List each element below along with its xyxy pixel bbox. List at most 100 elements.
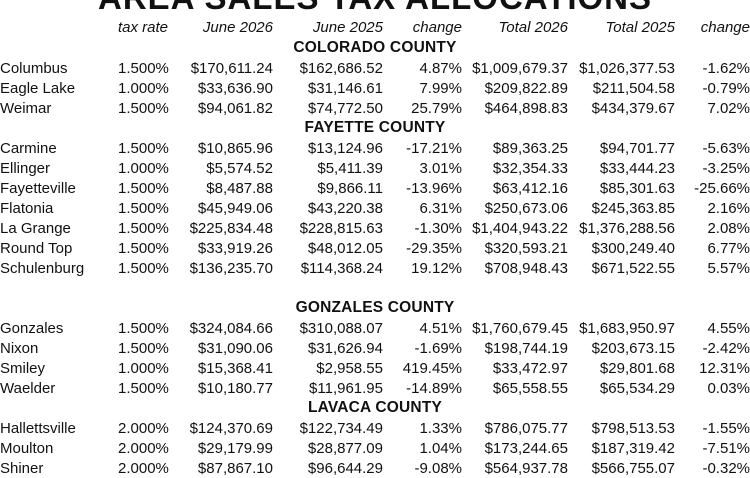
table-row: Weimar 1.500% $94,061.82 $74,772.50 25.79% $4… xyxy=(0,98,750,118)
total-2025-cell: $245,363.85 xyxy=(591,199,675,217)
table-row: Waelder 1.500% $10,180.77 $11,961.95 -14.89%… xyxy=(0,378,750,398)
june-2026-cell: $45,949.06 xyxy=(197,199,273,217)
city-cell: Weimar xyxy=(0,99,52,117)
table-row: Nixon 1.500% $31,090.06 $31,626.94 -1.69% $19… xyxy=(0,338,750,358)
total-2026-cell: $708,948.43 xyxy=(484,259,568,277)
change-total-cell: 5.57% xyxy=(707,259,750,277)
total-2025-cell: $798,513.53 xyxy=(591,419,675,437)
tax-rate-cell: 1.000% xyxy=(118,79,169,97)
tax-rate-cell: 2.000% xyxy=(118,439,169,457)
county-header-row: LAVACA COUNTY xyxy=(0,398,750,418)
city-cell: Round Top xyxy=(0,239,73,257)
change-cell: -17.21% xyxy=(406,139,462,157)
city-cell: Carmine xyxy=(0,139,57,157)
county-name: GONZALES COUNTY xyxy=(295,299,455,316)
june-2025-cell: $96,644.29 xyxy=(307,459,383,477)
total-2026-cell: $209,822.89 xyxy=(484,79,568,97)
change-cell: 19.12% xyxy=(411,259,462,277)
june-2025-cell: $162,686.52 xyxy=(299,59,383,77)
table-row: Eagle Lake 1.000% $33,636.90 $31,146.61 7.99… xyxy=(0,78,750,98)
change-cell: 25.79% xyxy=(411,99,462,117)
table-row: Columbus 1.500% $170,611.24 $162,686.52 4.87… xyxy=(0,58,750,78)
total-2025-cell: $33,444.23 xyxy=(599,159,675,177)
column-header-row: tax rate June 2026 June 2025 change Tota… xyxy=(0,16,750,38)
total-2026-cell: $1,760,679.45 xyxy=(472,319,568,337)
change-total-cell: 0.03% xyxy=(707,379,750,397)
city-cell: Gonzales xyxy=(0,319,64,337)
june-2026-cell: $10,180.77 xyxy=(197,379,273,397)
tax-rate-cell: 1.500% xyxy=(118,179,169,197)
june-2025-cell: $31,146.61 xyxy=(307,79,383,97)
tax-rate-cell: 1.000% xyxy=(118,359,169,377)
header-june-2025: June 2025 xyxy=(312,18,383,36)
tax-rate-cell: 1.500% xyxy=(118,319,169,337)
total-2025-cell: $1,376,288.56 xyxy=(579,219,675,237)
change-total-cell: -25.66% xyxy=(694,179,750,197)
tax-rate-cell: 1.500% xyxy=(118,219,169,237)
tax-rate-cell: 1.500% xyxy=(118,59,169,77)
county-name: FAYETTE COUNTY xyxy=(304,119,446,136)
june-2025-cell: $74,772.50 xyxy=(307,99,383,117)
tax-rate-cell: 1.500% xyxy=(118,139,169,157)
city-cell: La Grange xyxy=(0,219,71,237)
change-total-cell: -7.51% xyxy=(702,439,750,457)
sales-tax-table: tax rate June 2026 June 2025 change Tota… xyxy=(0,16,750,478)
change-total-cell: -1.55% xyxy=(702,419,750,437)
june-2026-cell: $225,834.48 xyxy=(189,219,273,237)
tax-rate-cell: 1.500% xyxy=(118,259,169,277)
total-2025-cell: $300,249.40 xyxy=(591,239,675,257)
change-cell: 7.99% xyxy=(419,79,462,97)
change-cell: -29.35% xyxy=(406,239,462,257)
tax-rate-cell: 1.000% xyxy=(118,159,169,177)
table-row: Ellinger 1.000% $5,574.52 $5,411.39 3.01% $32… xyxy=(0,158,750,178)
change-total-cell: -0.32% xyxy=(702,459,750,477)
total-2025-cell: $566,755.07 xyxy=(591,459,675,477)
june-2026-cell: $15,368.41 xyxy=(197,359,273,377)
change-cell: -9.08% xyxy=(414,459,462,477)
june-2026-cell: $324,084.66 xyxy=(189,319,273,337)
total-2025-cell: $1,683,950.97 xyxy=(579,319,675,337)
city-cell: Hallettsville xyxy=(0,419,76,437)
total-2025-cell: $1,026,377.53 xyxy=(579,59,675,77)
total-2026-cell: $32,354.33 xyxy=(492,159,568,177)
header-change: change xyxy=(412,18,462,36)
city-cell: Shiner xyxy=(0,459,44,477)
city-cell: Ellinger xyxy=(0,159,51,177)
total-2026-cell: $89,363.25 xyxy=(492,139,568,157)
county-name: LAVACA COUNTY xyxy=(307,399,443,416)
change-total-cell: 4.55% xyxy=(707,319,750,337)
county-header-row: COLORADO COUNTY xyxy=(0,38,750,58)
total-2026-cell: $173,244.65 xyxy=(484,439,568,457)
table-body: COLORADO COUNTY Columbus 1.500% $170,611.24… xyxy=(0,38,750,478)
change-total-cell: -5.63% xyxy=(702,139,750,157)
tax-rate-cell: 2.000% xyxy=(118,419,169,437)
tax-rate-cell: 2.000% xyxy=(118,459,169,477)
city-cell: Smiley xyxy=(0,359,46,377)
table-row: Round Top 1.500% $33,919.26 $48,012.05 -29.3… xyxy=(0,238,750,258)
change-total-cell: 2.08% xyxy=(707,219,750,237)
june-2026-cell: $8,487.88 xyxy=(206,179,273,197)
change-total-cell: -2.42% xyxy=(702,339,750,357)
tax-rate-cell: 1.500% xyxy=(118,99,169,117)
june-2026-cell: $5,574.52 xyxy=(206,159,273,177)
june-2025-cell: $114,368.24 xyxy=(300,259,383,277)
tax-rate-cell: 1.500% xyxy=(118,339,169,357)
june-2025-cell: $11,961.95 xyxy=(309,379,383,397)
total-2025-cell: $94,701.77 xyxy=(599,139,675,157)
june-2026-cell: $136,235.70 xyxy=(189,259,273,277)
city-cell: Columbus xyxy=(0,59,68,77)
county-header-row: FAYETTE COUNTY xyxy=(0,118,750,138)
change-cell: 1.33% xyxy=(419,419,462,437)
total-2026-cell: $198,744.19 xyxy=(484,339,568,357)
total-2026-cell: $33,472.97 xyxy=(492,359,568,377)
change-cell: 4.51% xyxy=(419,319,462,337)
change-total-cell: 2.16% xyxy=(707,199,750,217)
change-cell: -1.30% xyxy=(414,219,462,237)
total-2026-cell: $250,673.06 xyxy=(484,199,568,217)
june-2026-cell: $94,061.82 xyxy=(197,99,273,117)
june-2026-cell: $31,090.06 xyxy=(197,339,273,357)
june-2025-cell: $2,958.55 xyxy=(316,359,383,377)
total-2025-cell: $203,673.15 xyxy=(591,339,675,357)
total-2025-cell: $187,319.42 xyxy=(591,439,675,457)
city-cell: Waelder xyxy=(0,379,56,397)
